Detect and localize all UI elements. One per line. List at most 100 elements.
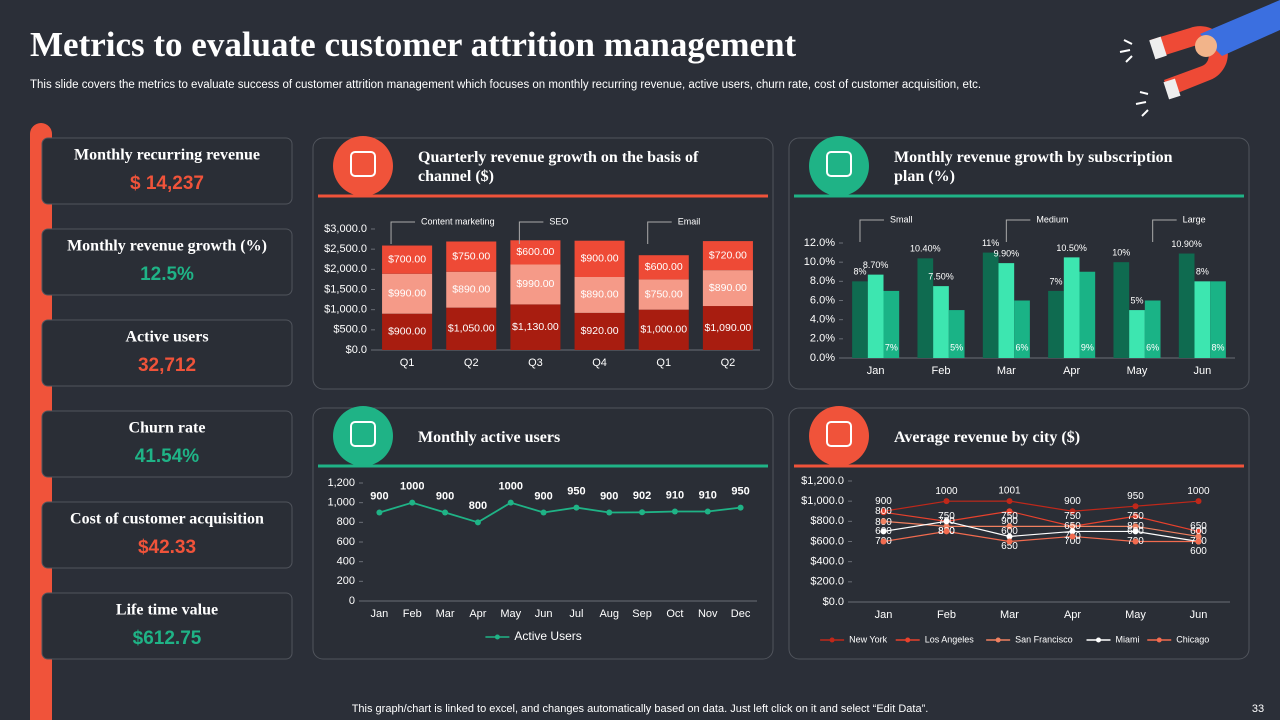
value-label: 600 [1190, 526, 1207, 537]
value-label: 750 [938, 511, 955, 522]
point [1132, 528, 1139, 535]
legend-marker [905, 637, 911, 643]
bar [1210, 281, 1226, 358]
bar [998, 263, 1015, 358]
chart-title: Monthly active users [418, 428, 561, 446]
point [943, 518, 950, 525]
point [1006, 498, 1013, 505]
header-mask [314, 467, 772, 477]
point [573, 504, 580, 511]
bar-segment [638, 309, 689, 350]
y-tick-label: $1,000.0 [801, 495, 844, 507]
value-label: 10.90% [1171, 239, 1202, 249]
y-tick-label: 12.0% [804, 237, 835, 249]
point [1006, 533, 1013, 540]
point [1195, 533, 1202, 540]
value-label: 600 [1190, 546, 1207, 557]
value-label: $1,130.00 [512, 321, 559, 333]
x-tick-label: Feb [937, 609, 956, 621]
bar-segment [382, 245, 433, 274]
value-label: 9.90% [994, 249, 1020, 259]
value-label: $750.00 [645, 288, 683, 300]
point [639, 509, 646, 516]
bar-segment [638, 279, 689, 310]
header-mask [314, 197, 772, 207]
kpi-label: Cost of customer acquisition [70, 511, 264, 528]
point [442, 509, 449, 516]
value-label: 600 [1127, 526, 1144, 537]
value-label: 900 [534, 490, 552, 502]
value-label: $890.00 [581, 289, 619, 301]
value-label: 900 [1001, 516, 1018, 527]
value-label: 8.70% [863, 260, 889, 270]
slide-subtitle: This slide covers the metrics to evaluat… [30, 79, 981, 91]
line [883, 510, 1199, 533]
value-label: 900 [1064, 496, 1081, 507]
bar-segment [510, 240, 561, 265]
x-tick-label: Feb [403, 608, 422, 620]
value-label: $750.00 [452, 250, 490, 262]
y-tick-label: 4.0% [810, 314, 835, 326]
x-tick-label: May [500, 608, 521, 620]
value-label: $1,000.00 [640, 324, 687, 336]
point [1132, 523, 1139, 530]
chart-icon [809, 406, 869, 466]
x-tick-label: Aug [599, 608, 619, 620]
legend-callout [859, 219, 884, 242]
bar-segment [446, 307, 497, 350]
legend-label: Miami [1116, 634, 1140, 644]
line [883, 520, 1199, 538]
bar [1014, 300, 1030, 358]
header-mask [790, 467, 1248, 477]
point [1006, 523, 1013, 530]
point [1069, 523, 1076, 530]
bar-segment [510, 264, 561, 305]
x-tick-label: Jul [569, 608, 583, 620]
value-label: 650 [1064, 521, 1081, 532]
value-label: 9% [1081, 342, 1094, 352]
x-tick-label: Dec [731, 608, 751, 620]
value-label: 5% [1130, 295, 1143, 305]
value-label: 950 [1127, 491, 1144, 502]
legend-marker [1096, 637, 1101, 643]
x-tick-label: Q4 [592, 357, 607, 369]
value-label: 600 [1001, 526, 1018, 537]
bar [948, 310, 965, 358]
x-tick-label: Q2 [464, 357, 479, 369]
point [606, 509, 613, 516]
bar-segment [382, 273, 433, 314]
point [1069, 508, 1076, 515]
bar [883, 290, 900, 358]
kpi-value: 12.5% [140, 264, 194, 285]
legend-label: Chicago [1176, 634, 1209, 644]
y-tick-label: 600 [337, 536, 355, 548]
kpi-card [41, 228, 293, 296]
value-label: 900 [600, 490, 618, 502]
point [704, 508, 711, 515]
x-tick-label: Jun [535, 608, 553, 620]
x-tick-label: Oct [666, 608, 683, 620]
value-label: $890.00 [709, 282, 747, 294]
x-tick-label: Q2 [721, 357, 736, 369]
x-tick-label: Mar [1000, 609, 1019, 621]
chart-title: Quarterly revenue growth on the basis of… [418, 149, 699, 185]
bar-segment [702, 270, 753, 307]
y-tick-label: $0.0 [823, 596, 844, 608]
kpi-card [41, 319, 293, 387]
legend-marker [829, 637, 835, 643]
value-label: 10% [1112, 248, 1130, 258]
value-label: $890.00 [452, 283, 490, 295]
legend-label: Large [1183, 214, 1206, 224]
bar [852, 281, 868, 358]
value-label: 900 [875, 496, 892, 507]
kpi-label: Churn rate [129, 420, 206, 437]
point [1195, 498, 1202, 505]
y-tick-label: $2,000.0 [324, 263, 367, 275]
legend-label: Active Users [514, 629, 581, 643]
x-tick-label: Sep [632, 608, 652, 620]
x-tick-label: Feb [932, 365, 951, 377]
point [1069, 533, 1076, 540]
chart-icon [333, 136, 393, 196]
y-tick-label: 0.0% [810, 352, 835, 364]
